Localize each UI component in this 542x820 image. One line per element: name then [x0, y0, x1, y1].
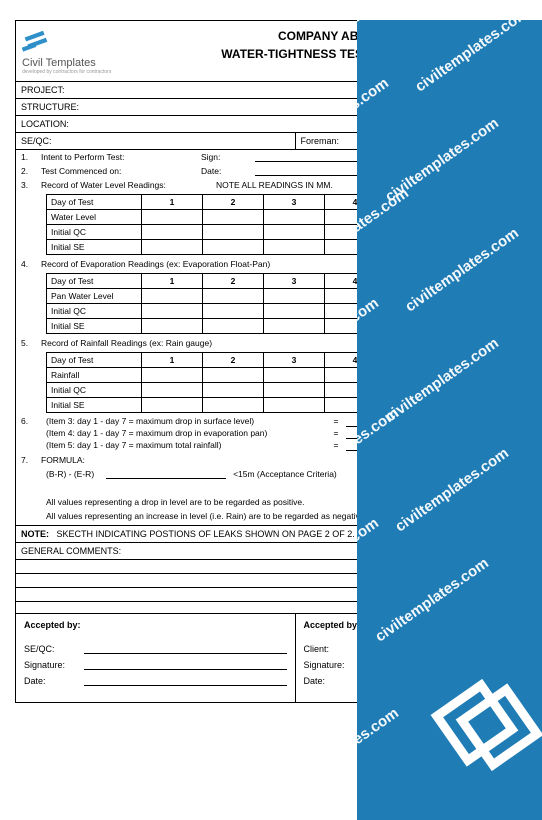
item-3-num: 3. — [21, 180, 41, 190]
item-3-note: NOTE ALL READINGS IN MM. — [216, 180, 333, 190]
watermark-logo-icon — [424, 662, 542, 787]
item-1-label: Sign: — [201, 152, 251, 162]
watermark-text: civiltemplates.com — [412, 20, 532, 95]
item-2-text: Test Commenced on: — [41, 166, 201, 176]
sign-row: Signature: — [24, 660, 287, 670]
civiltemplates-logo-icon — [22, 27, 50, 55]
signature-label-r: Signature: — [304, 660, 362, 670]
t4-r3-label: Initial QC — [47, 304, 142, 319]
calc-1-text: (Item 3: day 1 - day 7 = maximum drop in… — [46, 416, 326, 428]
watermark-text: civiltemplates.com — [392, 445, 512, 536]
formula-rhs: <15m (Acceptance Criteria) — [233, 469, 337, 479]
logo-cell: Civil Templates developed by contractors… — [16, 21, 131, 81]
item-5-num: 5. — [21, 338, 41, 348]
item-5-text: Record of Rainfall Readings (ex: Rain ga… — [41, 338, 212, 348]
sign-row: SE/QC: — [24, 644, 287, 654]
item-2-label: Date: — [201, 166, 251, 176]
t4-r4-label: Initial SE — [47, 319, 142, 334]
watermark-text: civiltemplates.com — [357, 75, 392, 166]
sign-col-left: Accepted by: SE/QC: Signature: Date: — [16, 614, 295, 702]
t3-r1-label: Day of Test — [47, 195, 142, 210]
client-sign-label: Client: — [304, 644, 362, 654]
item-7-text: FORMULA: — [41, 455, 85, 465]
watermark-text: civiltemplates.com — [402, 225, 522, 316]
t3-h3: 3 — [264, 195, 325, 210]
signature-line-l[interactable] — [84, 660, 287, 670]
date-line-l[interactable] — [84, 676, 287, 686]
watermark-text: civiltemplates.com — [357, 405, 402, 496]
item-2-num: 2. — [21, 166, 41, 176]
t5-r2-label: Rainfall — [47, 368, 142, 383]
formula-blank[interactable] — [106, 470, 226, 479]
t5-r3-label: Initial QC — [47, 383, 142, 398]
t3-r2-label: Water Level — [47, 210, 142, 225]
item-1-num: 1. — [21, 152, 41, 162]
accepted-by-left: Accepted by: — [24, 620, 287, 630]
item-6-num: 6. — [21, 416, 46, 428]
note-label: NOTE: — [21, 529, 49, 539]
formula-lhs: (B-R) - (E-R) — [46, 469, 94, 479]
item-3-text: Record of Water Level Readings: — [41, 180, 216, 190]
watermark-text: civiltemplates.com — [357, 20, 412, 65]
t5-r4-label: Initial SE — [47, 398, 142, 413]
t3-r4-label: Initial SE — [47, 240, 142, 255]
seqc-sign-line[interactable] — [84, 644, 287, 654]
watermark-text: civiltemplates.com — [357, 295, 382, 386]
item-4-num: 4. — [21, 259, 41, 269]
watermark-text: civiltemplates.com — [382, 335, 502, 426]
item-4-text: Record of Evaporation Readings (ex: Evap… — [41, 259, 270, 269]
t4-r1-label: Day of Test — [47, 274, 142, 289]
watermark-text: civiltemplates.com — [357, 705, 402, 796]
seqc-label: SE/QC: — [16, 133, 295, 149]
watermark-overlay: civiltemplates.com civiltemplates.com ci… — [357, 20, 542, 820]
calc-eq: = — [326, 416, 346, 428]
sign-row: Date: — [24, 676, 287, 686]
t3-r3-label: Initial QC — [47, 225, 142, 240]
item-7-num: 7. — [21, 455, 41, 465]
calc-2-text: (Item 4: day 1 - day 7 = maximum drop in… — [46, 428, 326, 440]
t3-h1: 1 — [142, 195, 203, 210]
watermark-text: civiltemplates.com — [372, 555, 492, 646]
t3-h2: 2 — [203, 195, 264, 210]
structure-label: STRUCTURE: — [21, 102, 79, 112]
date-label-r: Date: — [304, 676, 362, 686]
seqc-sign-label: SE/QC: — [24, 644, 82, 654]
date-label-l: Date: — [24, 676, 82, 686]
location-label: LOCATION: — [21, 119, 69, 129]
note-text: SKECTH INDICATING POSTIONS OF LEAKS SHOW… — [57, 529, 355, 539]
watermark-text: civiltemplates.com — [357, 185, 412, 276]
t4-r2-label: Pan Water Level — [47, 289, 142, 304]
t5-r1-label: Day of Test — [47, 353, 142, 368]
signature-label-l: Signature: — [24, 660, 82, 670]
logo-subtitle: developed by contractors for contractors — [22, 69, 111, 75]
calc-3-text: (Item 5: day 1 - day 7 = maximum total r… — [46, 440, 326, 452]
watermark-text: civiltemplates.com — [357, 515, 382, 606]
logo-brand-text: Civil Templates — [22, 57, 96, 69]
item-1-text: Intent to Perform Test: — [41, 152, 201, 162]
